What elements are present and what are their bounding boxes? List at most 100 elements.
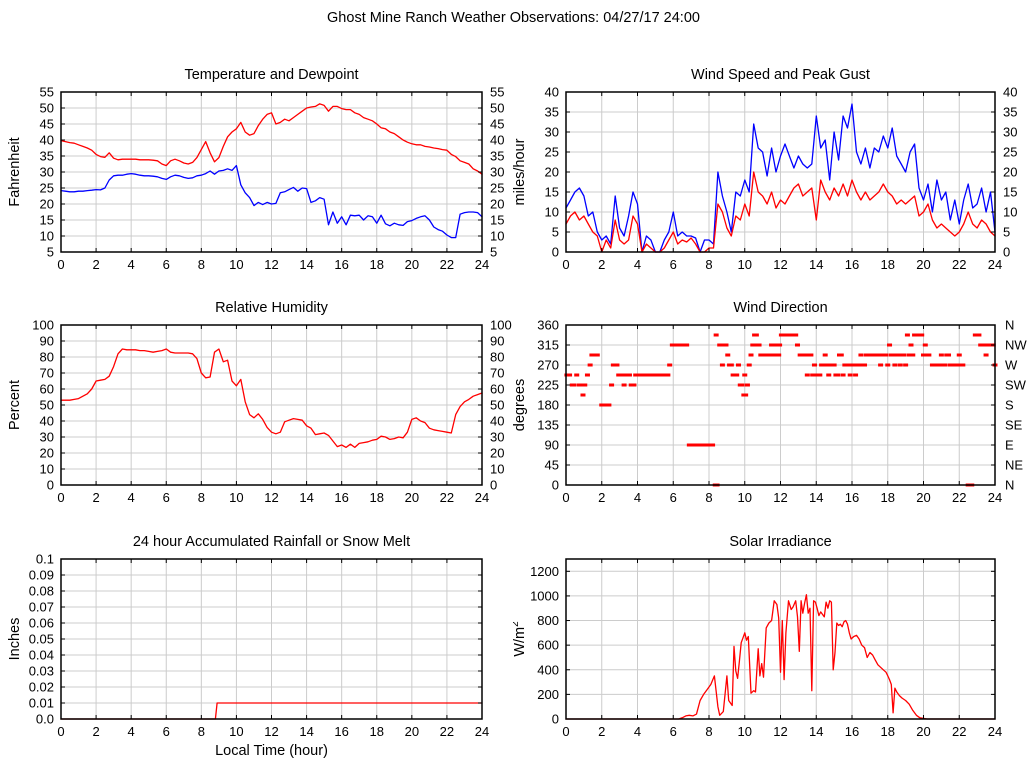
- svg-text:100: 100: [32, 318, 54, 333]
- svg-text:0: 0: [562, 257, 569, 272]
- svg-text:8: 8: [705, 490, 712, 505]
- svg-text:2: 2: [598, 257, 605, 272]
- chart-svg: 0 2 4 6 8 10 12 14 16 18 20 22 240200400600800100012…: [510, 534, 1002, 739]
- svg-text:35: 35: [40, 149, 54, 164]
- svg-text:0.01: 0.01: [29, 696, 54, 711]
- svg-text:80: 80: [490, 350, 504, 365]
- svg-text:80: 80: [40, 350, 54, 365]
- svg-text:6: 6: [163, 257, 170, 272]
- svg-text:200: 200: [537, 687, 559, 702]
- svg-text:22: 22: [952, 257, 966, 272]
- svg-text:24: 24: [988, 257, 1002, 272]
- svg-text:NE: NE: [1005, 458, 1023, 473]
- series-wind-direction: [564, 333, 998, 487]
- svg-text:225: 225: [537, 378, 559, 393]
- svg-text:0.08: 0.08: [29, 584, 54, 599]
- svg-text:4: 4: [634, 490, 641, 505]
- svg-text:16: 16: [334, 724, 348, 739]
- svg-text:0: 0: [490, 478, 497, 493]
- svg-text:18: 18: [370, 257, 384, 272]
- svg-text:20: 20: [1003, 165, 1017, 180]
- svg-text:6: 6: [163, 724, 170, 739]
- svg-text:12: 12: [264, 257, 278, 272]
- svg-text:14: 14: [809, 257, 823, 272]
- svg-text:10: 10: [40, 462, 54, 477]
- y-axis-label: miles/hour: [513, 138, 528, 205]
- svg-text:20: 20: [490, 446, 504, 461]
- svg-text:14: 14: [299, 257, 313, 272]
- svg-text:20: 20: [405, 724, 419, 739]
- chart-title: 24 hour Accumulated Rainfall or Snow Mel…: [133, 534, 410, 550]
- svg-text:16: 16: [334, 490, 348, 505]
- svg-text:10: 10: [229, 724, 243, 739]
- svg-text:18: 18: [881, 257, 895, 272]
- svg-text:20: 20: [40, 446, 54, 461]
- svg-text:2: 2: [598, 490, 605, 505]
- series-peak-gust: [565, 103, 996, 253]
- svg-text:24: 24: [988, 490, 1002, 505]
- svg-text:14: 14: [299, 724, 313, 739]
- svg-text:12: 12: [264, 490, 278, 505]
- chart-svg: 0 2 4 6 8 10 12 14 16 18 20 22 240.00.010.020.030.04…: [7, 534, 489, 759]
- svg-text:30: 30: [40, 165, 54, 180]
- svg-text:35: 35: [490, 149, 504, 164]
- svg-text:5: 5: [1003, 225, 1010, 240]
- svg-text:10: 10: [229, 490, 243, 505]
- svg-text:40: 40: [490, 414, 504, 429]
- tick-marks: [60, 324, 483, 486]
- svg-text:0.07: 0.07: [29, 600, 54, 615]
- tick-marks: [565, 91, 996, 253]
- svg-text:14: 14: [809, 724, 823, 739]
- svg-text:12: 12: [773, 257, 787, 272]
- svg-text:20: 20: [405, 490, 419, 505]
- svg-text:45: 45: [40, 117, 54, 132]
- svg-text:SE: SE: [1005, 418, 1023, 433]
- svg-text:2: 2: [92, 257, 99, 272]
- svg-text:12: 12: [773, 724, 787, 739]
- svg-text:22: 22: [952, 724, 966, 739]
- svg-text:20: 20: [545, 165, 559, 180]
- svg-text:6: 6: [670, 490, 677, 505]
- svg-text:20: 20: [916, 724, 930, 739]
- series-dewpoint: [60, 164, 483, 239]
- svg-text:30: 30: [545, 125, 559, 140]
- svg-text:600: 600: [537, 638, 559, 653]
- svg-text:20: 20: [490, 197, 504, 212]
- svg-text:0.09: 0.09: [29, 568, 54, 583]
- svg-text:0: 0: [552, 478, 559, 493]
- svg-text:35: 35: [1003, 105, 1017, 120]
- tick-marks: [60, 558, 483, 720]
- svg-text:22: 22: [952, 490, 966, 505]
- svg-text:0.04: 0.04: [29, 648, 54, 663]
- svg-text:16: 16: [334, 257, 348, 272]
- svg-text:8: 8: [198, 257, 205, 272]
- svg-text:16: 16: [845, 724, 859, 739]
- svg-text:NW: NW: [1005, 338, 1027, 353]
- svg-text:5: 5: [490, 245, 497, 260]
- page-title: Ghost Mine Ranch Weather Observations: 0…: [327, 10, 700, 26]
- svg-text:35: 35: [545, 105, 559, 120]
- chart-wind-direction: 0 2 4 6 8 10 12 14 16 18 20 22 24 0 N 45 NE 90 E 135 SE 180 S 2…: [512, 293, 1027, 526]
- chart-relative-humidity: 0 2 4 6 8 10 12 14 16 18 20 22 24 0 0 10 10 20 20 30 30 40 40 5…: [0, 293, 513, 526]
- tick-marks: [60, 91, 483, 253]
- svg-text:0: 0: [57, 490, 64, 505]
- svg-text:10: 10: [1003, 205, 1017, 220]
- tick-marks: [565, 559, 996, 720]
- svg-text:1200: 1200: [530, 564, 559, 579]
- svg-text:SW: SW: [1005, 378, 1027, 393]
- svg-text:25: 25: [1003, 145, 1017, 160]
- y-axis-label: W/m2: [513, 621, 528, 657]
- svg-text:15: 15: [40, 213, 54, 228]
- svg-text:N: N: [1005, 478, 1014, 493]
- svg-text:40: 40: [490, 133, 504, 148]
- series-wind-speed: [565, 171, 996, 253]
- svg-text:20: 20: [40, 197, 54, 212]
- y-axis-label: Percent: [7, 380, 23, 430]
- svg-text:30: 30: [490, 165, 504, 180]
- chart-title: Temperature and Dewpoint: [184, 67, 358, 83]
- svg-text:22: 22: [440, 724, 454, 739]
- svg-text:14: 14: [299, 490, 313, 505]
- svg-text:0.05: 0.05: [29, 632, 54, 647]
- svg-text:15: 15: [545, 185, 559, 200]
